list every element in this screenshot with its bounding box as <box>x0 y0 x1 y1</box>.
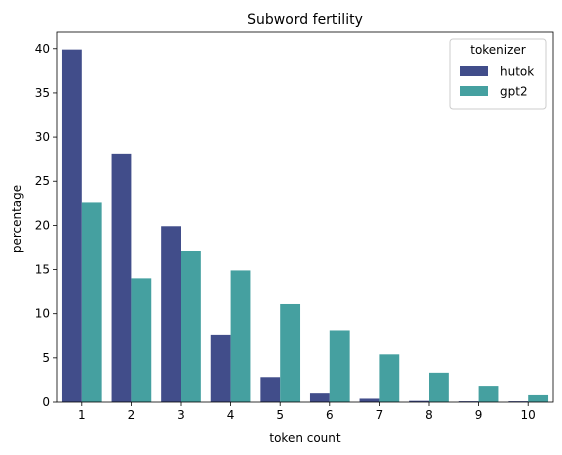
x-tick-label: 7 <box>376 408 384 422</box>
bar-hutok-2 <box>111 153 132 402</box>
x-tick-label: 2 <box>128 408 136 422</box>
x-tick-label: 3 <box>177 408 185 422</box>
bar-hutok-6 <box>309 393 330 402</box>
plot-frame <box>56 31 554 403</box>
legend-entry-hutok: hutok <box>500 65 534 79</box>
x-tick-label: 1 <box>78 408 86 422</box>
y-tick-label: 35 <box>35 86 50 100</box>
legend-swatch-hutok <box>460 66 488 76</box>
bar-hutok-8 <box>409 400 429 402</box>
bar-gpt2-7 <box>379 354 400 402</box>
bar-gpt2-2 <box>131 278 152 402</box>
bar-gpt2-1 <box>81 202 102 402</box>
y-tick-label: 40 <box>35 42 50 56</box>
y-tick-label: 25 <box>35 174 50 188</box>
bar-gpt2-8 <box>429 372 449 402</box>
x-tick-label: 5 <box>276 408 284 422</box>
bar-hutok-3 <box>161 226 181 402</box>
bar-hutok-7 <box>359 398 380 402</box>
chart-title: Subword fertility <box>247 12 363 28</box>
bar-hutok-1 <box>61 49 82 402</box>
x-tick-label: 8 <box>425 408 433 422</box>
x-axis-label: token count <box>269 431 341 445</box>
bar-gpt2-10 <box>528 394 549 402</box>
bar-gpt2-5 <box>280 303 301 402</box>
bar-gpt2-4 <box>230 270 251 402</box>
bar-gpt2-9 <box>478 386 499 402</box>
x-tick-label: 6 <box>326 408 334 422</box>
x-tick-label: 9 <box>475 408 483 422</box>
y-tick-label: 20 <box>35 218 50 232</box>
legend-title: tokenizer <box>470 43 526 57</box>
legend-entry-gpt2: gpt2 <box>500 85 528 99</box>
y-axis-label: percentage <box>10 185 24 253</box>
bar-hutok-4 <box>210 334 231 402</box>
bar-hutok-10 <box>508 401 529 402</box>
y-tick-label: 0 <box>42 395 50 409</box>
bar-gpt2-3 <box>181 250 201 402</box>
bar-hutok-9 <box>458 401 479 402</box>
x-tick-label: 4 <box>227 408 235 422</box>
y-tick-label: 5 <box>42 351 50 365</box>
y-tick-label: 10 <box>35 307 50 321</box>
y-tick-label: 30 <box>35 130 50 144</box>
legend: tokenizer hutok gpt2 <box>449 38 547 110</box>
x-tick-label: 10 <box>521 408 536 422</box>
y-tick-label: 15 <box>35 263 50 277</box>
bar-hutok-5 <box>260 377 281 402</box>
legend-swatch-gpt2 <box>460 86 488 96</box>
bar-gpt2-6 <box>329 330 350 402</box>
